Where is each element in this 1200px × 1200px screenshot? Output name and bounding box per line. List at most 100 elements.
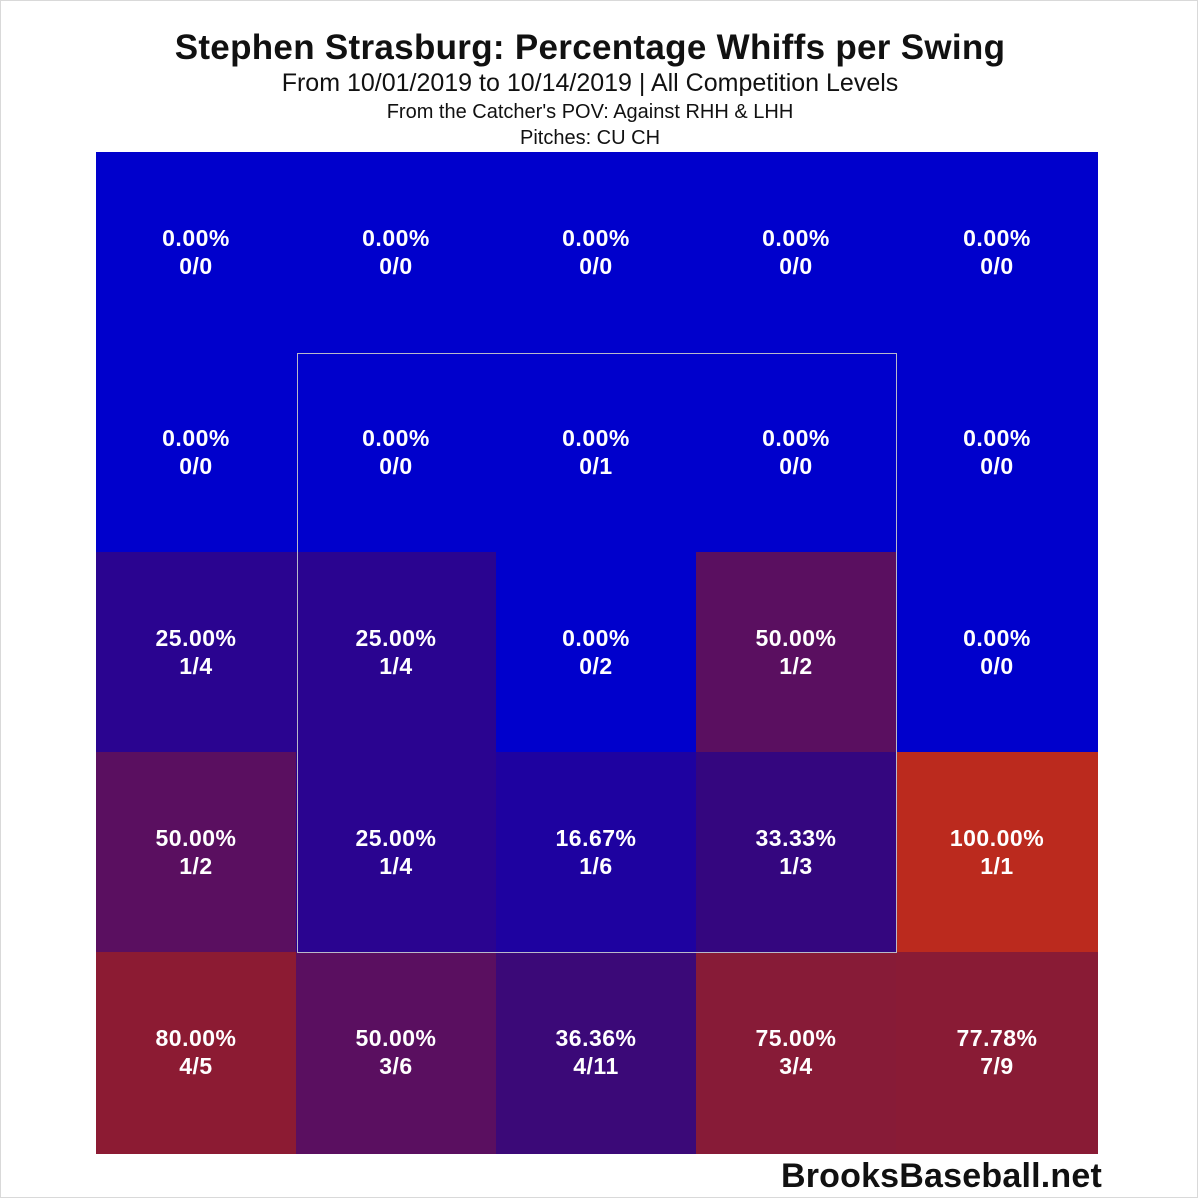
heatmap-cell: 0.00% 0/2 (496, 552, 696, 752)
cell-fraction: 0/1 (579, 453, 613, 479)
cell-fraction: 1/6 (579, 853, 613, 879)
cell-fraction: 0/0 (779, 253, 813, 279)
heatmap-cell: 36.36% 4/11 (496, 952, 696, 1154)
cell-label: 77.78% 7/9 (896, 1024, 1098, 1080)
cell-fraction: 1/4 (379, 853, 413, 879)
heatmap-cell: 0.00% 0/0 (896, 552, 1098, 752)
pov-line: From the Catcher's POV: Against RHH & LH… (386, 101, 794, 123)
cell-fraction: 1/3 (779, 853, 813, 879)
cell-label: 0.00% 0/0 (696, 224, 896, 280)
heatmap-cell: 80.00% 4/5 (96, 952, 296, 1154)
heatmap-cell: 25.00% 1/4 (96, 552, 296, 752)
cell-fraction: 1/2 (779, 653, 813, 679)
cell-label: 50.00% 3/6 (296, 1024, 496, 1080)
heatmap-cell: 0.00% 0/0 (96, 352, 296, 552)
heatmap-grid: 0.00% 0/0 0.00% 0/0 0.00% 0/0 0.00% 0/0 0.00% 0/0… (96, 152, 1098, 1154)
cell-label: 0.00% 0/0 (896, 224, 1098, 280)
cell-fraction: 0/0 (179, 253, 213, 279)
cell-percentage: 0.00% (562, 425, 630, 451)
cell-percentage: 0.00% (362, 225, 430, 251)
heatmap-cell: 0.00% 0/0 (296, 152, 496, 352)
chart-title: Stephen Strasburg: Percentage Whiffs per… (174, 28, 1006, 67)
cell-label: 0.00% 0/0 (496, 224, 696, 280)
cell-fraction: 3/6 (379, 1053, 413, 1079)
cell-label: 50.00% 1/2 (96, 824, 296, 880)
cell-percentage: 36.36% (555, 1025, 637, 1051)
pitches-line: Pitches: CU CH (519, 127, 661, 149)
cell-percentage: 77.78% (956, 1025, 1038, 1051)
cell-label: 0.00% 0/1 (496, 424, 696, 480)
heatmap-cell: 77.78% 7/9 (896, 952, 1098, 1154)
cell-label: 25.00% 1/4 (296, 824, 496, 880)
cell-percentage: 100.00% (949, 825, 1045, 851)
cell-percentage: 0.00% (963, 625, 1031, 651)
heatmap-cell: 0.00% 0/0 (696, 152, 896, 352)
cell-label: 25.00% 1/4 (96, 624, 296, 680)
cell-percentage: 33.33% (755, 825, 837, 851)
cell-fraction: 3/4 (779, 1053, 813, 1079)
cell-label: 0.00% 0/0 (296, 224, 496, 280)
cell-fraction: 4/5 (179, 1053, 213, 1079)
cell-percentage: 50.00% (155, 825, 237, 851)
cell-fraction: 0/0 (579, 253, 613, 279)
heatmap-cell: 100.00% 1/1 (896, 752, 1098, 952)
heatmap-cell: 0.00% 0/0 (696, 352, 896, 552)
cell-fraction: 0/0 (980, 653, 1014, 679)
cell-fraction: 1/2 (179, 853, 213, 879)
cell-label: 16.67% 1/6 (496, 824, 696, 880)
heatmap-cell: 50.00% 1/2 (696, 552, 896, 752)
heatmap-cell: 50.00% 1/2 (96, 752, 296, 952)
cell-label: 100.00% 1/1 (896, 824, 1098, 880)
heatmap-cell: 0.00% 0/0 (896, 352, 1098, 552)
heatmap-cell: 0.00% 0/0 (96, 152, 296, 352)
heatmap-cell: 0.00% 0/0 (496, 152, 696, 352)
cell-percentage: 0.00% (762, 225, 830, 251)
heatmap-cell: 50.00% 3/6 (296, 952, 496, 1154)
cell-percentage: 0.00% (963, 225, 1031, 251)
cell-fraction: 0/0 (980, 253, 1014, 279)
cell-percentage: 25.00% (355, 625, 437, 651)
heatmap-cell: 25.00% 1/4 (296, 752, 496, 952)
heatmap-cell: 0.00% 0/0 (296, 352, 496, 552)
cell-fraction: 0/0 (980, 453, 1014, 479)
cell-percentage: 0.00% (963, 425, 1031, 451)
cell-percentage: 0.00% (562, 225, 630, 251)
cell-label: 0.00% 0/0 (696, 424, 896, 480)
cell-fraction: 7/9 (980, 1053, 1014, 1079)
cell-percentage: 0.00% (362, 425, 430, 451)
heatmap-cell: 75.00% 3/4 (696, 952, 896, 1154)
cell-percentage: 80.00% (155, 1025, 237, 1051)
cell-label: 33.33% 1/3 (696, 824, 896, 880)
cell-percentage: 50.00% (355, 1025, 437, 1051)
cell-label: 36.36% 4/11 (496, 1024, 696, 1080)
cell-label: 25.00% 1/4 (296, 624, 496, 680)
cell-label: 50.00% 1/2 (696, 624, 896, 680)
cell-percentage: 0.00% (162, 225, 230, 251)
cell-percentage: 25.00% (355, 825, 437, 851)
cell-label: 0.00% 0/0 (896, 424, 1098, 480)
heatmap-cell: 0.00% 0/1 (496, 352, 696, 552)
heatmap-cell: 25.00% 1/4 (296, 552, 496, 752)
cell-percentage: 50.00% (755, 625, 837, 651)
cell-label: 0.00% 0/0 (896, 624, 1098, 680)
cell-percentage: 0.00% (762, 425, 830, 451)
heatmap-cell: 33.33% 1/3 (696, 752, 896, 952)
cell-percentage: 0.00% (562, 625, 630, 651)
cell-label: 0.00% 0/0 (96, 424, 296, 480)
cell-label: 0.00% 0/0 (296, 424, 496, 480)
cell-percentage: 0.00% (162, 425, 230, 451)
cell-fraction: 0/0 (179, 453, 213, 479)
cell-label: 0.00% 0/0 (96, 224, 296, 280)
cell-fraction: 0/2 (579, 653, 613, 679)
cell-percentage: 75.00% (755, 1025, 837, 1051)
cell-fraction: 1/4 (179, 653, 213, 679)
cell-fraction: 0/0 (379, 253, 413, 279)
cell-label: 0.00% 0/2 (496, 624, 696, 680)
cell-fraction: 0/0 (779, 453, 813, 479)
cell-label: 75.00% 3/4 (696, 1024, 896, 1080)
heatmap-cell: 16.67% 1/6 (496, 752, 696, 952)
heatmap-cell: 0.00% 0/0 (896, 152, 1098, 352)
cell-fraction: 1/4 (379, 653, 413, 679)
cell-percentage: 16.67% (555, 825, 637, 851)
